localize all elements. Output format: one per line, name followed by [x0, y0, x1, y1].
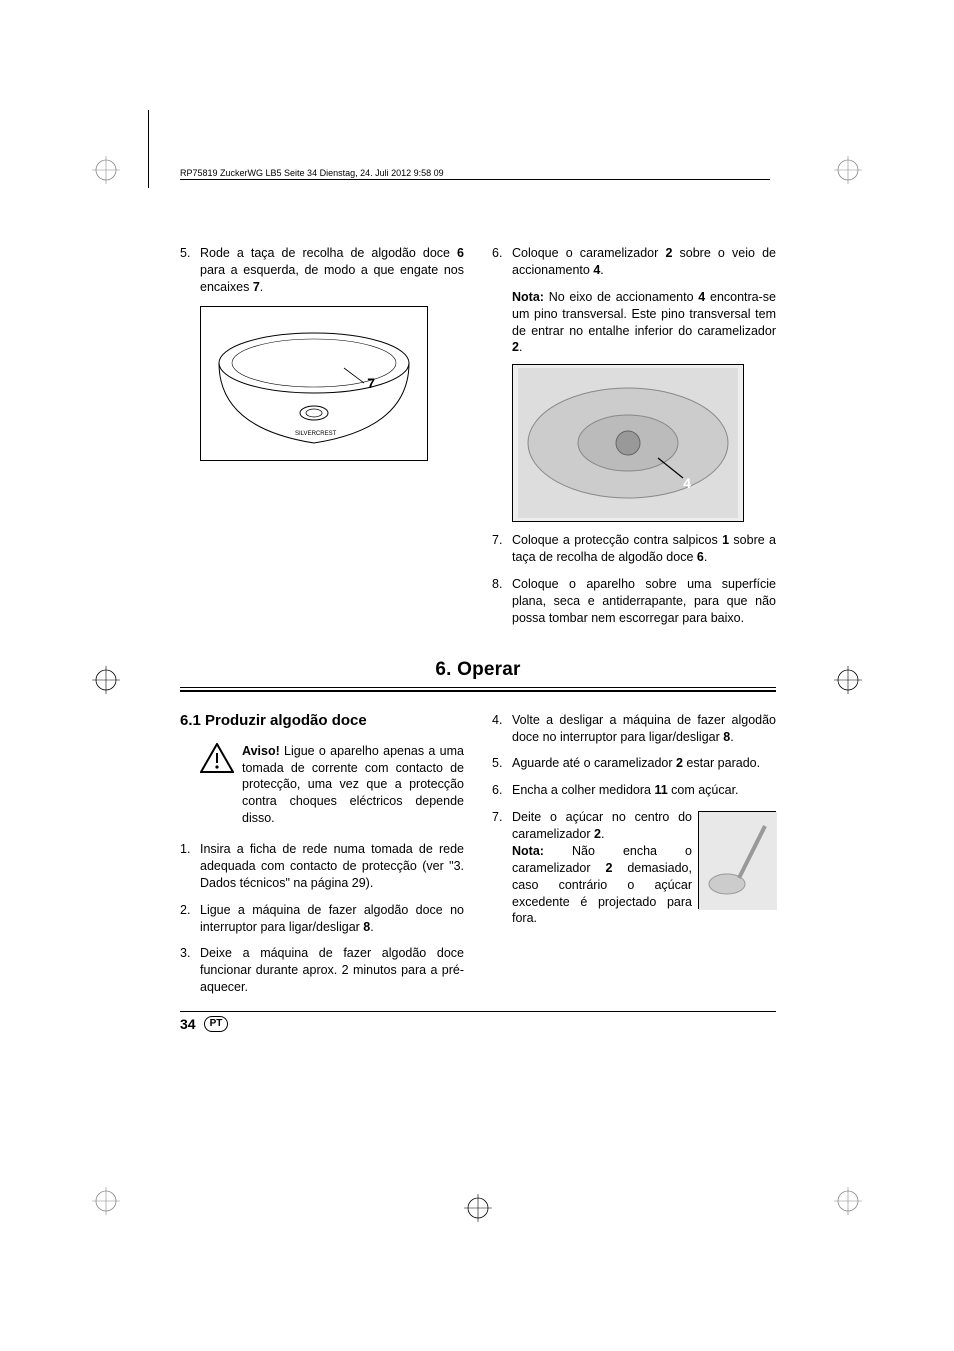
step-number: 5.: [180, 245, 190, 262]
subsection-title: 6.1 Produzir algodão doce: [180, 712, 464, 729]
step-6: 6. Coloque o caramelizador 2 sobre o vei…: [492, 245, 776, 279]
step-number: 6.: [492, 245, 502, 262]
crop-mark-mr: [822, 660, 862, 705]
step-text: .: [370, 920, 373, 934]
crop-mark-ml: [92, 660, 132, 705]
step-5: 5. Rode a taça de recolha de algodão doc…: [180, 245, 464, 296]
step-text: .: [730, 730, 733, 744]
ref-11: 11: [654, 783, 667, 797]
step-number: 1.: [180, 841, 190, 858]
ref-6: 6: [697, 550, 704, 564]
crop-mark-br: [822, 1181, 862, 1226]
ref-2: 2: [594, 827, 601, 841]
ref-6: 6: [457, 246, 464, 260]
step-1: 1. Insira a ficha de rede numa tomada de…: [180, 841, 464, 892]
crop-mark-tl: [92, 150, 132, 195]
step-text: Volte a desligar a máquina de fazer algo…: [512, 713, 776, 744]
note-text: .: [519, 340, 522, 354]
warning-block: Aviso! Ligue o aparelho apenas a uma tom…: [180, 743, 464, 827]
step-text: Ligue a máquina de fazer algodão doce no…: [200, 903, 464, 934]
crop-mark-tr: [822, 150, 862, 195]
step-text: .: [260, 280, 263, 294]
step-text: Coloque o caramelizador: [512, 246, 665, 260]
section-title: 6. Operar: [180, 659, 776, 681]
step-number: 7.: [492, 809, 502, 826]
step-text: .: [704, 550, 707, 564]
step-7: 7. Coloque a protecção contra salpicos 1…: [492, 532, 776, 566]
col-right-lower: 4. Volte a desligar a máquina de fazer a…: [492, 712, 776, 1006]
note-text: No eixo de accionamento: [544, 290, 698, 304]
step-text: .: [601, 827, 604, 841]
step-3: 3. Deixe a máquina de fazer algodão doce…: [180, 945, 464, 996]
step-7b: 7. Deite o açúcar no centro do carameliz…: [492, 809, 776, 927]
step-text: Coloque o aparelho sobre uma superfície …: [512, 577, 776, 625]
step-number: 6.: [492, 782, 502, 799]
step-text: Deixe a máquina de fazer algodão doce fu…: [200, 946, 464, 994]
col-left-lower: 6.1 Produzir algodão doce Aviso! Ligue o…: [180, 712, 464, 1006]
step-number: 8.: [492, 576, 502, 593]
page-footer: 34 PT: [180, 1011, 776, 1032]
note-block-1: Nota: No eixo de accionamento 4 encontra…: [512, 289, 776, 357]
step-number: 5.: [492, 755, 502, 772]
bowl-drawing: SILVERCREST: [209, 313, 419, 453]
section-rule-thick: [180, 690, 776, 692]
illustration-bowl: SILVERCREST 7: [200, 306, 428, 461]
svg-text:SILVERCREST: SILVERCREST: [295, 431, 337, 437]
step-2: 2. Ligue a máquina de fazer algodão doce…: [180, 902, 464, 936]
warning-text: Aviso! Ligue o aparelho apenas a uma tom…: [242, 743, 464, 827]
note-label: Nota:: [512, 290, 544, 304]
guide-line: [148, 110, 149, 188]
step-5b: 5. Aguarde até o caramelizador 2 estar p…: [492, 755, 776, 772]
crop-mark-bc: [458, 1188, 498, 1233]
step-number: 7.: [492, 532, 502, 549]
step-text: estar parado.: [683, 756, 760, 770]
illustration-caramelizer: 4: [512, 364, 744, 522]
illus-label-7: 7: [367, 375, 375, 391]
step-6b: 6. Encha a colher medidora 11 com açúcar…: [492, 782, 776, 799]
illustration-spoon: [698, 811, 776, 909]
lower-columns: 6.1 Produzir algodão doce Aviso! Ligue o…: [180, 712, 776, 1006]
step-text: Encha a colher medidora: [512, 783, 654, 797]
illus-label-4: 4: [683, 475, 691, 491]
step-text: Aguarde até o caramelizador: [512, 756, 676, 770]
crop-mark-bl: [92, 1181, 132, 1226]
lang-badge: PT: [204, 1016, 229, 1032]
ref-2: 2: [512, 340, 519, 354]
col-left-upper: 5. Rode a taça de recolha de algodão doc…: [180, 245, 464, 637]
col-right-upper: 6. Coloque o caramelizador 2 sobre o vei…: [492, 245, 776, 637]
ref-7: 7: [253, 280, 260, 294]
step-text: Insira a ficha de rede numa tomada de re…: [200, 842, 464, 890]
step-number: 4.: [492, 712, 502, 729]
caramelizer-drawing: [518, 368, 738, 518]
step-text: .: [600, 263, 603, 277]
step-text: Coloque a protecção contra salpicos: [512, 533, 722, 547]
step-4: 4. Volte a desligar a máquina de fazer a…: [492, 712, 776, 746]
ref-2: 2: [676, 756, 683, 770]
warning-label: Aviso!: [242, 744, 280, 758]
running-head: RP75819 ZuckerWG LB5 Seite 34 Dienstag, …: [180, 168, 770, 180]
section-rule: [180, 687, 776, 688]
note-label: Nota:: [512, 844, 544, 858]
upper-columns: 5. Rode a taça de recolha de algodão doc…: [180, 245, 776, 637]
warning-icon: [200, 743, 234, 773]
step-8: 8. Coloque o aparelho sobre uma superfíc…: [492, 576, 776, 627]
page-content: 5. Rode a taça de recolha de algodão doc…: [180, 245, 776, 1006]
step-number: 2.: [180, 902, 190, 919]
page-number: 34: [180, 1016, 196, 1032]
step-text: com açúcar.: [668, 783, 739, 797]
step-number: 3.: [180, 945, 190, 962]
step-text: para a esquerda, de modo a que engate no…: [200, 263, 464, 294]
step-text: Rode a taça de recolha de algodão doce: [200, 246, 457, 260]
